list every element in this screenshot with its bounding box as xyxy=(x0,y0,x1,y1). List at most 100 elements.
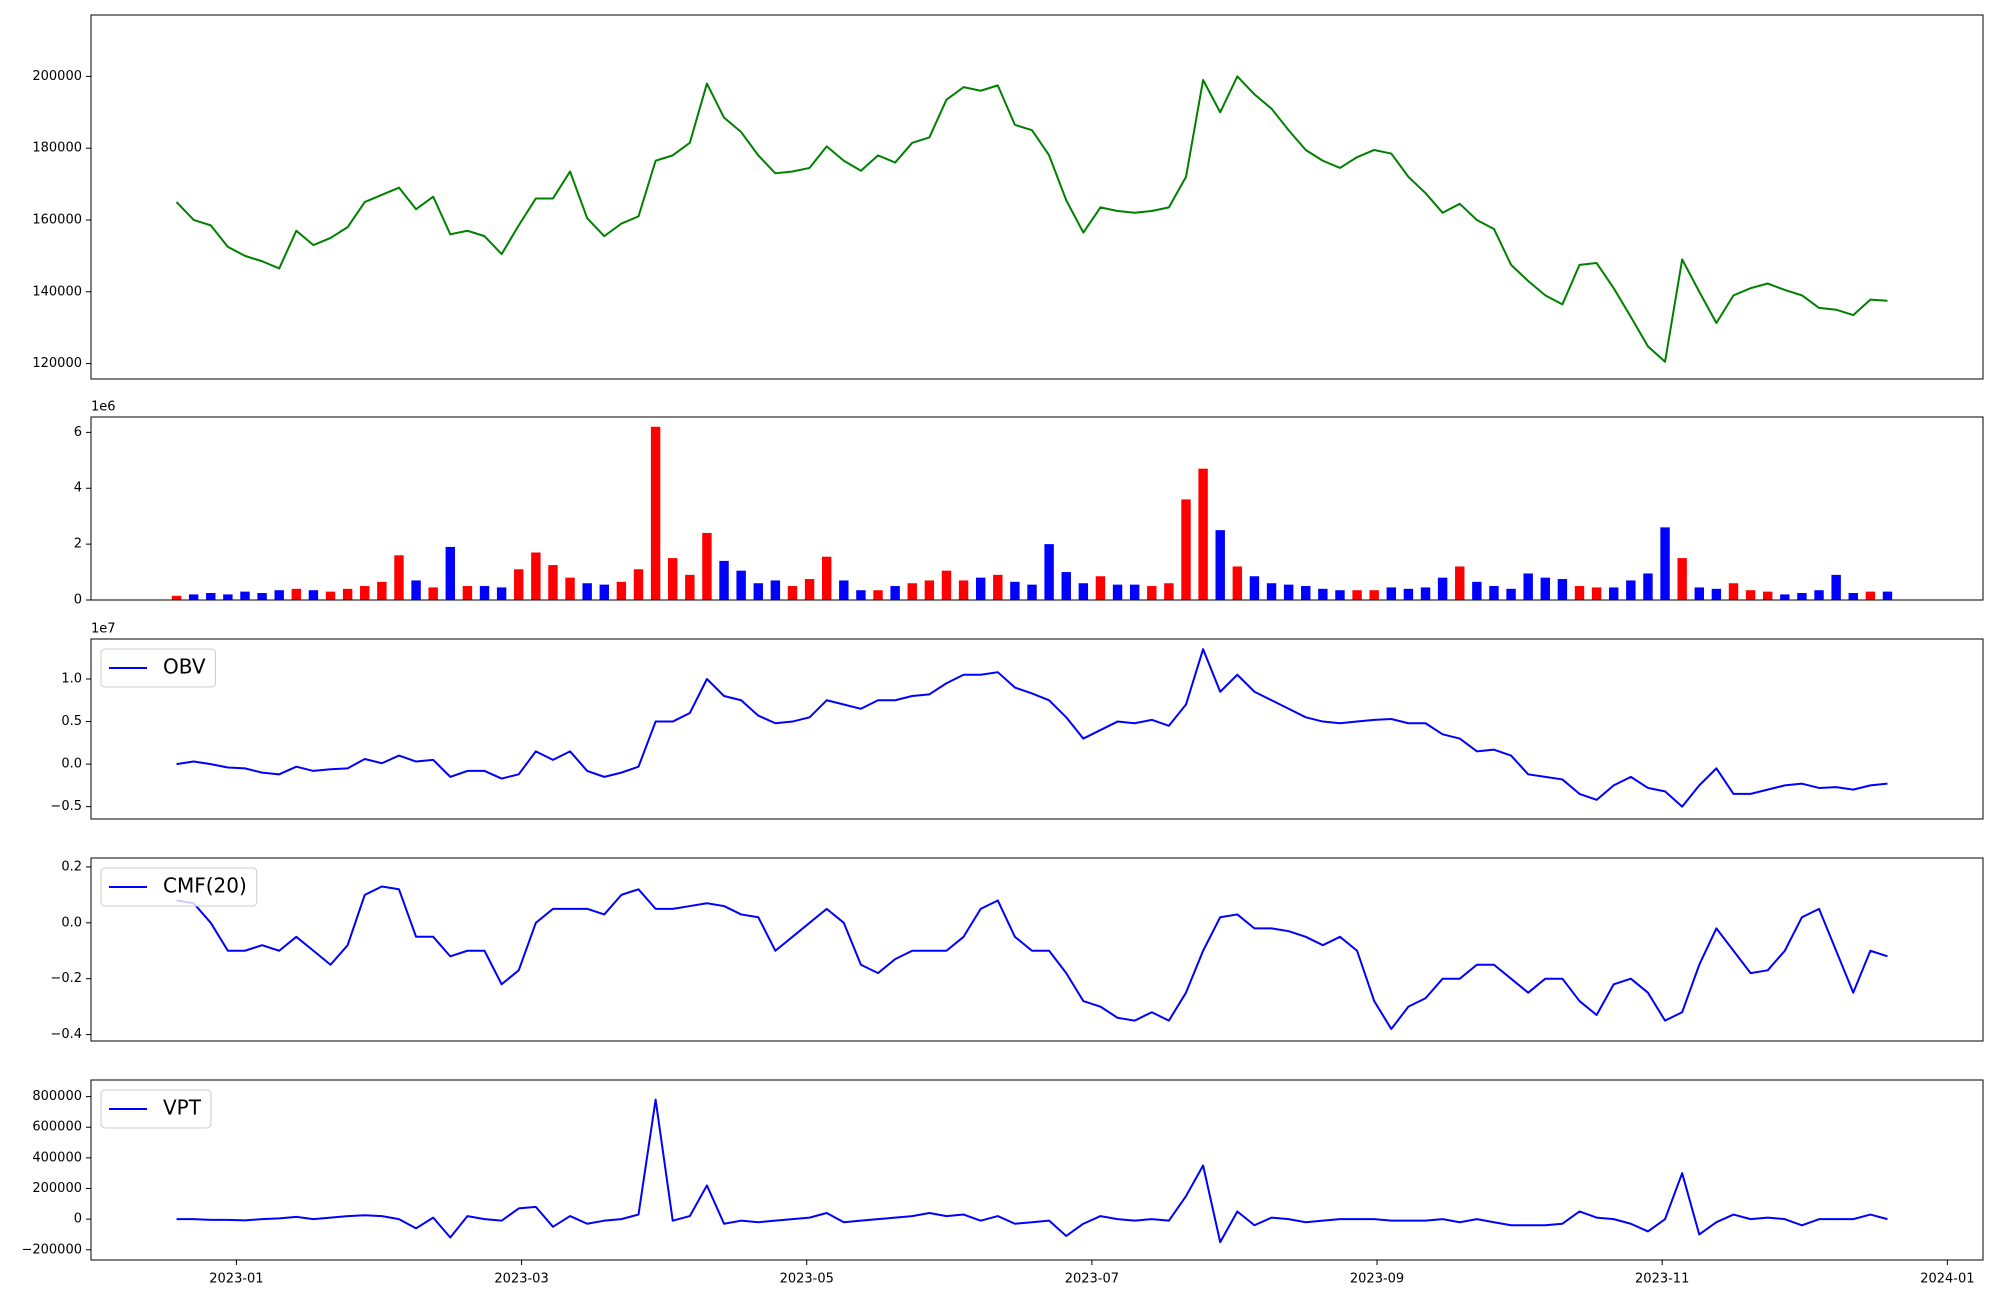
volume-bar xyxy=(582,583,592,600)
volume-bar xyxy=(1506,588,1516,600)
volume-bar xyxy=(1831,574,1841,600)
x-tick-label: 2023-05 xyxy=(780,1272,834,1287)
volume-bar xyxy=(1420,587,1431,600)
volume-bar xyxy=(1591,587,1602,600)
y-tick-label: −0.4 xyxy=(50,1027,82,1042)
volume-bar xyxy=(1027,584,1037,600)
volume-bar xyxy=(1626,580,1636,600)
plot-frame xyxy=(90,857,1984,1042)
plot-frame xyxy=(90,1079,1984,1261)
y-tick-label: 1.0 xyxy=(61,672,82,687)
legend-box xyxy=(100,1089,212,1129)
y-tick-label: 140000 xyxy=(32,284,82,299)
volume-bar xyxy=(1780,594,1790,600)
panel: −200000 0 200000 400000 600000 800000 2023-01 2… xyxy=(21,1079,1984,1287)
volume-bar xyxy=(462,586,473,600)
volume-bar xyxy=(736,570,746,600)
volume-bar xyxy=(1318,588,1328,600)
volume-bar xyxy=(257,593,267,600)
x-tick-label: 2023-07 xyxy=(1065,1272,1119,1287)
volume-bar xyxy=(753,583,763,600)
volume-bar xyxy=(1147,586,1157,600)
panel: 120000 140000 160000 180000 200000 xyxy=(32,14,1984,380)
y-tick-label: −200000 xyxy=(21,1242,82,1257)
volume-bar xyxy=(1352,590,1362,600)
volume-bar xyxy=(1010,581,1020,600)
volume-bar xyxy=(650,426,661,600)
volume-bar xyxy=(907,583,917,600)
volume-bar xyxy=(685,574,695,600)
volume-bar xyxy=(1403,588,1414,600)
y-tick-label: 0.2 xyxy=(61,859,82,874)
volume-bar xyxy=(1198,468,1208,600)
volume-bar xyxy=(1078,583,1089,600)
volume-bar xyxy=(770,580,781,600)
volume-bar xyxy=(1694,587,1704,600)
y-tick-label: 0 xyxy=(74,1212,82,1227)
volume-bar xyxy=(1797,593,1807,600)
volume-bar xyxy=(325,591,336,600)
plot-frame xyxy=(90,638,1984,820)
axis-offset-label: 1e6 xyxy=(91,400,116,415)
data-line xyxy=(176,1098,1888,1244)
volume-bar xyxy=(804,579,815,600)
legend-label: VPT xyxy=(163,1096,202,1120)
panel: 0 2 4 6 1e6 xyxy=(74,400,1984,608)
volume-bar xyxy=(1095,576,1106,600)
volume-bar xyxy=(958,580,969,600)
plot-frame xyxy=(90,14,1984,380)
volume-bar xyxy=(1283,584,1294,600)
volume-bar xyxy=(496,587,507,600)
y-tick-label: −0.5 xyxy=(50,799,82,814)
volume-bar xyxy=(1335,590,1345,600)
volume-bar xyxy=(1455,566,1465,600)
y-tick-label: 120000 xyxy=(32,356,82,371)
volume-bar xyxy=(873,590,883,600)
y-tick-label: 0.0 xyxy=(61,915,82,930)
volume-bar xyxy=(599,584,609,600)
volume-bar xyxy=(1814,590,1824,600)
volume-bar xyxy=(1301,586,1311,600)
volume-bar xyxy=(1848,593,1858,600)
volume-bar xyxy=(1129,584,1140,600)
volume-bar xyxy=(890,586,900,600)
legend-label: OBV xyxy=(163,655,206,679)
volume-bar xyxy=(1728,583,1739,600)
y-tick-label: 800000 xyxy=(32,1089,82,1104)
volume-bar xyxy=(1386,587,1397,600)
volume-bar xyxy=(616,581,627,600)
volume-bar xyxy=(1557,579,1568,600)
y-tick-label: 0.5 xyxy=(61,714,82,729)
volume-bar xyxy=(821,556,832,600)
volume-bar xyxy=(223,594,233,600)
panel: −0.4 −0.2 0.0 0.2 CMF(20) xyxy=(50,857,1984,1042)
volume-bar xyxy=(993,574,1003,600)
volume-bar xyxy=(1249,576,1260,600)
volume-bar xyxy=(548,565,558,600)
legend-box xyxy=(100,648,217,688)
volume-bar xyxy=(668,558,678,600)
volume-bar xyxy=(360,586,370,600)
data-line xyxy=(175,75,1888,363)
volume-bar xyxy=(839,580,849,600)
volume-bar xyxy=(1232,566,1243,600)
volume-bar xyxy=(531,552,541,600)
volume-bar xyxy=(1643,573,1653,600)
volume-bar xyxy=(1489,586,1499,600)
volume-bar xyxy=(1181,499,1191,600)
volume-bar xyxy=(1044,544,1054,600)
volume-bar xyxy=(445,546,455,600)
volume-bar xyxy=(308,590,319,600)
volume-bar xyxy=(1061,572,1071,600)
volume-bar xyxy=(188,594,199,600)
legend-box xyxy=(100,867,258,907)
x-tick-label: 2023-01 xyxy=(209,1272,263,1287)
volume-bar xyxy=(291,588,302,600)
volume-bar xyxy=(171,595,182,600)
volume-bar xyxy=(1660,527,1670,600)
y-tick-label: −0.2 xyxy=(50,971,82,986)
legend: OBV xyxy=(100,648,217,688)
volume-bar xyxy=(1609,587,1619,600)
y-tick-label: 200000 xyxy=(32,69,82,84)
